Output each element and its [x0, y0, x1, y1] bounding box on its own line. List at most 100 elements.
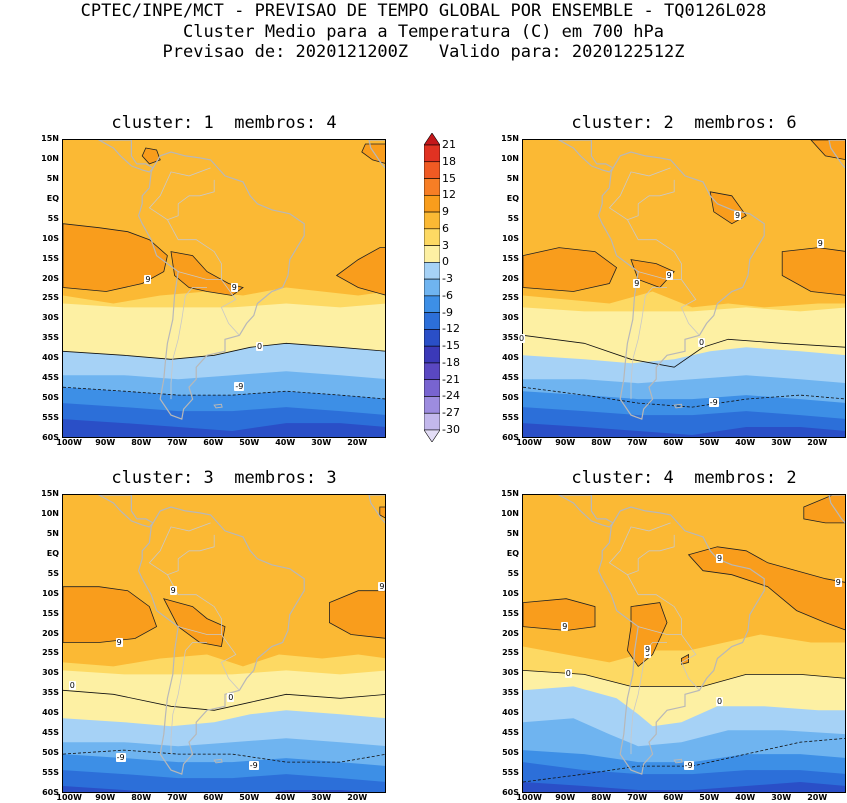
contour-minus9C [63, 749, 385, 763]
colorbar-tick-label: 9 [442, 205, 449, 219]
map-canvas [63, 140, 385, 437]
lat-tick-label: 10N [41, 153, 59, 163]
lon-tick-label: 100W [56, 793, 82, 802]
contour-value-label: 9 [644, 645, 652, 655]
contour-value-label: 9 [816, 238, 824, 248]
colorbar-bin [424, 312, 440, 330]
map-canvas [523, 495, 845, 792]
lat-tick-label: 15S [42, 608, 59, 618]
contour-0C [523, 334, 845, 368]
temperature-band [523, 782, 845, 792]
falkland-islands-outline [673, 758, 683, 764]
country-border [167, 574, 222, 635]
lat-tick-label: 25S [502, 648, 519, 658]
colorbar-tick-label: 12 [442, 188, 456, 202]
map-panel-cluster-4 [522, 494, 846, 793]
lat-tick-label: 20S [502, 628, 519, 638]
contour-value-label: 9 [665, 270, 673, 280]
south-america-outline [137, 506, 305, 775]
lat-tick-label: 15N [501, 489, 519, 498]
lon-tick-label: 20W [807, 793, 828, 802]
contour-value-label: 0 [68, 681, 76, 691]
map-panel-cluster-1 [62, 139, 386, 438]
central-america-outline [557, 495, 614, 528]
contour-value-label: 0 [256, 342, 264, 352]
lon-tick-label: 50W [239, 438, 260, 447]
lat-tick-label: EQ [506, 548, 519, 558]
lon-tick-label: 20W [807, 438, 828, 447]
lon-tick-label: 40W [735, 438, 756, 447]
lon-tick-label: 40W [275, 438, 296, 447]
lat-tick-label: 30S [502, 313, 519, 323]
lat-tick-label: 15S [42, 253, 59, 263]
lat-tick-label: 15N [501, 134, 519, 143]
temperature-band [523, 423, 845, 437]
lat-tick-label: EQ [506, 193, 519, 203]
warm-anomaly-region [141, 147, 161, 165]
lon-tick-label: 100W [516, 793, 542, 802]
contour-value-label: -9 [234, 382, 245, 392]
lon-tick-label: 70W [627, 438, 648, 447]
country-border [220, 279, 240, 336]
lat-tick-label: 5S [47, 213, 59, 223]
falkland-islands-outline [673, 403, 683, 409]
lat-tick-label: 50S [502, 393, 519, 403]
contour-value-label: 9 [734, 210, 742, 220]
lat-tick-label: 25S [42, 648, 59, 658]
falkland-islands-outline [213, 758, 223, 764]
lat-tick-label: 55S [502, 413, 519, 423]
country-border [220, 634, 240, 691]
lat-tick-label: 30S [502, 668, 519, 678]
colorbar-bin [424, 278, 440, 297]
lat-tick-label: EQ [46, 193, 59, 203]
lat-tick-label: 25S [42, 293, 59, 303]
lat-tick-label: 20S [42, 628, 59, 638]
contour-value-label: 9 [716, 553, 724, 563]
lat-tick-label: 60S [502, 788, 519, 797]
lon-tick-label: 40W [275, 793, 296, 802]
lat-tick-label: 55S [42, 413, 59, 423]
temperature-band [523, 762, 845, 792]
lat-tick-label: 60S [502, 433, 519, 442]
colorbar-tick-label: 18 [442, 154, 456, 168]
lat-tick-label: 5N [46, 173, 59, 183]
colorbar-bin [424, 161, 440, 179]
lat-tick-label: 50S [502, 748, 519, 758]
main-title: CPTEC/INPE/MCT - PREVISAO DE TEMPO GLOBA… [80, 1, 767, 21]
lat-tick-label: 5S [507, 213, 519, 223]
colorbar-bin [424, 362, 440, 381]
lat-tick-label: 10S [42, 588, 59, 598]
colorbar-bin [424, 262, 440, 280]
colorbar-tick-label: 6 [442, 221, 449, 235]
lat-tick-label: 30S [42, 668, 59, 678]
lon-tick-label: 30W [311, 438, 332, 447]
colorbar-bottom-arrow [424, 429, 440, 442]
temperature-band [63, 419, 385, 437]
country-border [627, 574, 682, 635]
colorbar-bin [424, 329, 440, 347]
lat-tick-label: 15N [41, 489, 59, 498]
warm-anomaly-region [379, 506, 385, 519]
lat-tick-label: 55S [42, 768, 59, 778]
contour-value-label: 0 [518, 334, 526, 344]
lat-tick-label: 5N [506, 173, 519, 183]
lat-tick-label: 45S [502, 373, 519, 383]
contour-0C [63, 689, 385, 711]
lon-tick-label: 60W [203, 438, 224, 447]
central-america-outline [97, 495, 154, 528]
lat-tick-label: 40S [42, 708, 59, 718]
lon-tick-label: 50W [699, 438, 720, 447]
lat-tick-label: 35S [42, 333, 59, 343]
warm-anomaly-region [803, 495, 845, 524]
country-border [630, 287, 667, 400]
colorbar-bin [424, 178, 440, 196]
lon-tick-label: 100W [516, 438, 542, 447]
contour-value-label: 9 [230, 282, 238, 292]
contour-0C [523, 670, 845, 687]
country-border [608, 167, 671, 221]
warm-anomaly-region [523, 598, 596, 631]
country-border [649, 179, 675, 197]
contour-value-label: 9 [834, 577, 842, 587]
lat-tick-label: 35S [502, 333, 519, 343]
lat-tick-label: 5S [47, 568, 59, 578]
